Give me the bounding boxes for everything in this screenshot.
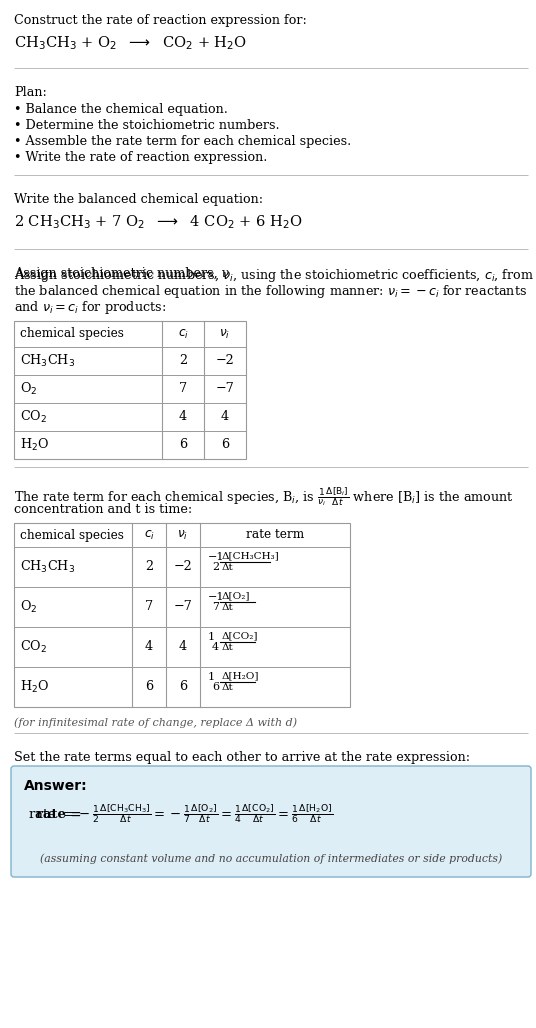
Text: $\nu_i$: $\nu_i$: [177, 528, 189, 542]
Bar: [14, 321, 246, 458]
Text: the balanced chemical equation in the following manner: $\nu_i = -c_i$ for react: the balanced chemical equation in the fo…: [14, 283, 527, 300]
Bar: [14, 523, 350, 707]
Text: $c_i$: $c_i$: [177, 328, 189, 340]
Text: CH$_3$CH$_3$: CH$_3$CH$_3$: [20, 559, 75, 575]
Text: Δt: Δt: [222, 642, 234, 652]
Text: O$_2$: O$_2$: [20, 599, 38, 615]
Text: 4: 4: [179, 640, 187, 654]
Text: Δt: Δt: [222, 563, 234, 572]
Text: −7: −7: [215, 382, 234, 396]
Text: Δ[CO₂]: Δ[CO₂]: [222, 631, 258, 640]
Text: $c_i$: $c_i$: [144, 528, 154, 542]
Text: 1: 1: [208, 632, 215, 642]
Text: Δ[CH₃CH₃]: Δ[CH₃CH₃]: [222, 551, 280, 560]
Text: 7: 7: [145, 600, 153, 614]
Text: 6: 6: [179, 681, 187, 694]
Text: concentration and t is time:: concentration and t is time:: [14, 503, 192, 516]
Text: 4: 4: [179, 410, 187, 424]
Text: 4: 4: [145, 640, 153, 654]
Text: 6: 6: [212, 682, 219, 692]
Text: CH$_3$CH$_3$ + O$_2$  $\longrightarrow$  CO$_2$ + H$_2$O: CH$_3$CH$_3$ + O$_2$ $\longrightarrow$ C…: [14, 34, 247, 51]
Text: CH$_3$CH$_3$: CH$_3$CH$_3$: [20, 353, 75, 369]
Text: rate $= -\frac{1}{2}\frac{\Delta[\mathrm{CH_3CH_3}]}{\Delta t} = -\frac{1}{7}\fr: rate $= -\frac{1}{2}\frac{\Delta[\mathrm…: [28, 803, 333, 825]
Text: 4: 4: [212, 642, 219, 652]
Text: Assign stoichiometric numbers, ν: Assign stoichiometric numbers, ν: [14, 267, 229, 280]
Text: Δt: Δt: [222, 603, 234, 612]
Text: H$_2$O: H$_2$O: [20, 678, 49, 695]
Text: rate term: rate term: [246, 528, 304, 542]
Text: 6: 6: [145, 681, 153, 694]
Text: CO$_2$: CO$_2$: [20, 409, 47, 425]
Text: • Assemble the rate term for each chemical species.: • Assemble the rate term for each chemic…: [14, 135, 351, 148]
Text: Δ[H₂O]: Δ[H₂O]: [222, 671, 259, 680]
Text: 1: 1: [208, 672, 215, 682]
Text: • Determine the stoichiometric numbers.: • Determine the stoichiometric numbers.: [14, 119, 280, 132]
FancyBboxPatch shape: [11, 766, 531, 877]
Text: rate =: rate =: [36, 808, 86, 820]
Text: 2: 2: [145, 560, 153, 574]
Text: chemical species: chemical species: [20, 328, 124, 340]
Text: • Write the rate of reaction expression.: • Write the rate of reaction expression.: [14, 151, 267, 164]
Text: Assign stoichiometric numbers, $\nu_i$, using the stoichiometric coefficients, $: Assign stoichiometric numbers, $\nu_i$, …: [14, 267, 534, 284]
Text: O$_2$: O$_2$: [20, 381, 38, 397]
Text: $\nu_i$: $\nu_i$: [219, 328, 230, 340]
Text: 2 CH$_3$CH$_3$ + 7 O$_2$  $\longrightarrow$  4 CO$_2$ + 6 H$_2$O: 2 CH$_3$CH$_3$ + 7 O$_2$ $\longrightarro…: [14, 213, 303, 230]
Text: Write the balanced chemical equation:: Write the balanced chemical equation:: [14, 193, 263, 206]
Text: Δt: Δt: [222, 683, 234, 692]
Text: −2: −2: [174, 560, 192, 574]
Text: H$_2$O: H$_2$O: [20, 437, 49, 453]
Text: 2: 2: [212, 562, 219, 572]
Text: (for infinitesimal rate of change, replace Δ with d): (for infinitesimal rate of change, repla…: [14, 717, 297, 728]
Text: Δ[O₂]: Δ[O₂]: [222, 591, 250, 600]
Text: 7: 7: [212, 602, 219, 612]
Text: 2: 2: [179, 355, 187, 367]
Text: −1: −1: [208, 592, 225, 602]
Text: 6: 6: [179, 439, 187, 451]
Text: 7: 7: [179, 382, 187, 396]
Text: −7: −7: [174, 600, 192, 614]
Text: chemical species: chemical species: [20, 528, 124, 542]
Text: CO$_2$: CO$_2$: [20, 639, 47, 655]
Text: −2: −2: [215, 355, 234, 367]
Text: (assuming constant volume and no accumulation of intermediates or side products): (assuming constant volume and no accumul…: [40, 853, 502, 864]
Text: −1: −1: [208, 552, 225, 562]
Text: Set the rate terms equal to each other to arrive at the rate expression:: Set the rate terms equal to each other t…: [14, 751, 470, 764]
Text: • Balance the chemical equation.: • Balance the chemical equation.: [14, 103, 228, 116]
Text: Construct the rate of reaction expression for:: Construct the rate of reaction expressio…: [14, 14, 307, 27]
Text: and $\nu_i = c_i$ for products:: and $\nu_i = c_i$ for products:: [14, 299, 166, 316]
Text: Plan:: Plan:: [14, 86, 47, 99]
Text: Answer:: Answer:: [24, 779, 87, 793]
Text: 6: 6: [221, 439, 229, 451]
Text: 4: 4: [221, 410, 229, 424]
Text: The rate term for each chemical species, B$_i$, is $\frac{1}{\nu_i}\frac{\Delta[: The rate term for each chemical species,…: [14, 485, 514, 508]
